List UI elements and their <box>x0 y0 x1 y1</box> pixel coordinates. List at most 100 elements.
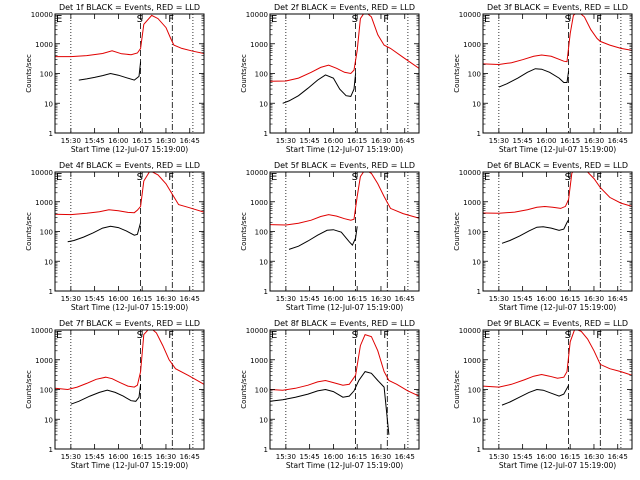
x-axis-label: Start Time (12-Jul-07 15:19:00) <box>286 145 403 154</box>
y-axis-label: Counts/sec <box>25 54 33 93</box>
x-tick-label: 16:15 <box>347 137 367 145</box>
y-tick-label: 1000 <box>250 199 268 207</box>
marker-label: F <box>596 172 602 183</box>
y-tick-label: 1 <box>49 130 53 138</box>
x-tick-label: 16:00 <box>323 453 343 461</box>
x-tick-label: 16:00 <box>536 137 556 145</box>
y-tick-label: 100 <box>40 71 53 79</box>
y-tick-label: 10000 <box>246 11 268 19</box>
marker-label: E <box>484 14 490 25</box>
x-tick-label: 16:45 <box>608 453 628 461</box>
chart-title: Det 7f BLACK = Events, RED = LLD <box>59 319 200 328</box>
y-axis-label: Counts/sec <box>453 212 461 251</box>
y-tick-label: 1 <box>49 288 53 296</box>
y-tick-label: 10000 <box>459 169 481 177</box>
plot-frame <box>482 171 633 292</box>
y-tick-label: 1 <box>264 130 268 138</box>
marker-label: S <box>137 14 143 25</box>
x-tick-label: 16:00 <box>536 295 556 303</box>
y-tick-label: 10 <box>472 258 481 266</box>
x-tick-label: 15:45 <box>85 137 105 145</box>
x-tick-label: 15:45 <box>513 453 533 461</box>
y-tick-label: 10 <box>44 416 53 424</box>
y-tick-label: 1000 <box>35 199 53 207</box>
x-tick-label: 15:30 <box>276 453 296 461</box>
x-tick-label: 16:45 <box>180 453 200 461</box>
x-axis-label: Start Time (12-Jul-07 15:19:00) <box>499 145 616 154</box>
plot-frame <box>54 329 205 450</box>
chart-panel: Det 5f BLACK = Events, RED = LLD S F E 1 10 10… <box>240 161 420 312</box>
lld-series-line <box>483 14 632 66</box>
x-tick-label: 16:30 <box>156 295 176 303</box>
y-tick-label: 100 <box>255 229 268 237</box>
y-tick-label: 10 <box>259 258 268 266</box>
marker-label: S <box>137 172 143 183</box>
y-axis-label: Counts/sec <box>25 370 33 409</box>
lld-series-line <box>270 333 419 397</box>
x-axis-label: Start Time (12-Jul-07 15:19:00) <box>71 461 188 470</box>
x-tick-label: 16:45 <box>180 295 200 303</box>
y-tick-label: 1 <box>49 446 53 454</box>
chart-panel: Det 8f BLACK = Events, RED = LLD S F E 1 10 10… <box>240 319 420 470</box>
marker-label: S <box>352 330 358 341</box>
x-axis-label: Start Time (12-Jul-07 15:19:00) <box>499 303 616 312</box>
y-tick-label: 100 <box>468 229 481 237</box>
x-tick-label: 15:45 <box>85 453 105 461</box>
x-tick-label: 16:30 <box>584 453 604 461</box>
lld-series-line <box>270 14 419 82</box>
plot-frame <box>54 13 205 134</box>
events-series-line <box>70 384 142 405</box>
y-tick-label: 10 <box>259 416 268 424</box>
x-tick-label: 15:30 <box>61 295 81 303</box>
x-tick-label: 16:15 <box>560 295 580 303</box>
y-tick-label: 10000 <box>31 327 53 335</box>
y-axis-label: Counts/sec <box>453 54 461 93</box>
x-tick-label: 16:30 <box>371 295 391 303</box>
marker-label: E <box>271 14 277 25</box>
marker-label: F <box>383 330 389 341</box>
y-tick-label: 10000 <box>246 327 268 335</box>
x-tick-label: 15:30 <box>61 453 81 461</box>
events-series-line <box>288 226 358 250</box>
plot-frame <box>54 171 205 292</box>
y-tick-label: 1 <box>264 446 268 454</box>
x-tick-label: 16:30 <box>584 137 604 145</box>
y-tick-label: 1000 <box>463 41 481 49</box>
marker-label: S <box>137 330 143 341</box>
marker-label: F <box>383 14 389 25</box>
x-tick-label: 16:45 <box>180 137 200 145</box>
y-tick-label: 1000 <box>250 357 268 365</box>
x-tick-label: 16:00 <box>108 295 128 303</box>
marker-label: S <box>352 14 358 25</box>
lld-series-line <box>483 330 632 388</box>
x-tick-label: 15:45 <box>300 453 320 461</box>
x-tick-label: 16:45 <box>608 295 628 303</box>
events-series-line <box>270 371 390 435</box>
y-tick-label: 10000 <box>31 11 53 19</box>
chart-title: Det 6f BLACK = Events, RED = LLD <box>487 161 628 170</box>
y-tick-label: 1 <box>477 446 481 454</box>
y-tick-label: 10 <box>472 100 481 108</box>
chart-title: Det 9f BLACK = Events, RED = LLD <box>487 319 628 328</box>
x-tick-label: 16:00 <box>323 137 343 145</box>
x-tick-label: 16:45 <box>395 295 415 303</box>
x-tick-label: 15:30 <box>489 295 509 303</box>
marker-label: E <box>271 330 277 341</box>
chart-panel: Det 7f BLACK = Events, RED = LLD S F E 1 10 10… <box>25 319 205 470</box>
x-tick-label: 16:15 <box>132 295 152 303</box>
lld-series-line <box>270 172 419 226</box>
x-tick-label: 16:45 <box>395 137 415 145</box>
marker-label: S <box>565 330 571 341</box>
events-series-line <box>78 61 142 81</box>
plot-frame <box>269 329 420 450</box>
x-tick-label: 16:30 <box>371 137 391 145</box>
y-tick-label: 1000 <box>35 41 53 49</box>
marker-label: E <box>56 172 62 183</box>
x-tick-label: 16:15 <box>132 453 152 461</box>
x-tick-label: 16:00 <box>323 295 343 303</box>
marker-label: F <box>596 330 602 341</box>
y-tick-label: 1 <box>477 288 481 296</box>
chart-title: Det 2f BLACK = Events, RED = LLD <box>274 3 415 12</box>
x-axis-label: Start Time (12-Jul-07 15:19:00) <box>286 461 403 470</box>
